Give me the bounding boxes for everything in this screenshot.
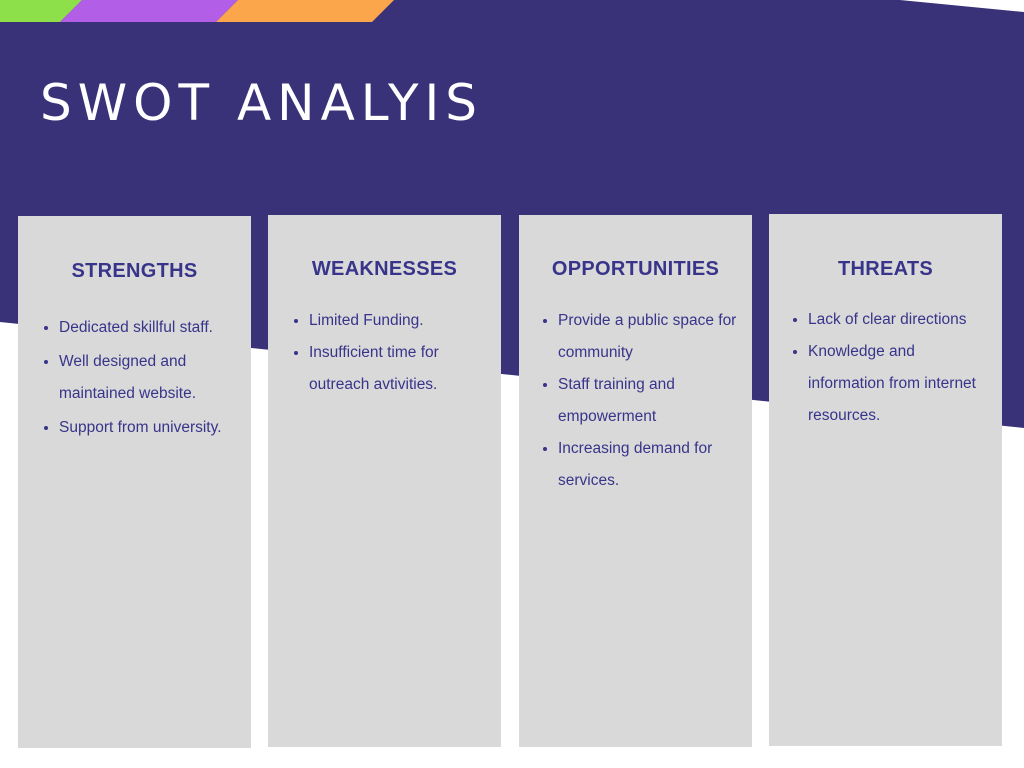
- card-list: Limited Funding. Insufficient time for o…: [286, 305, 497, 401]
- stripe-purple: [60, 0, 238, 22]
- card-heading: WEAKNESSES: [311, 258, 458, 280]
- stripe-green: [0, 0, 82, 22]
- list-item: Lack of clear directions: [808, 304, 992, 336]
- card-heading: OPPORTUNITIES: [551, 258, 720, 280]
- card-strengths: STRENGTHS Dedicated skillful staff. Well…: [18, 216, 251, 748]
- page-title: SWOT ANALYIS: [40, 74, 484, 132]
- card-list: Lack of clear directions Knowledge and i…: [785, 304, 992, 432]
- card-weaknesses: WEAKNESSES Limited Funding. Insufficient…: [268, 215, 501, 747]
- card-heading: STRENGTHS: [71, 260, 198, 282]
- list-item: Provide a public space for community: [558, 305, 742, 369]
- list-item: Well designed and maintained website.: [59, 346, 247, 410]
- card-opportunities: OPPORTUNITIES Provide a public space for…: [519, 215, 752, 747]
- card-threats: THREATS Lack of clear directions Knowled…: [769, 214, 1002, 746]
- stripe-orange: [216, 0, 394, 22]
- list-item: Staff training and empowerment: [558, 369, 742, 433]
- card-heading: THREATS: [837, 258, 934, 280]
- list-item: Support from university.: [59, 412, 247, 444]
- white-corner-notch: [900, 0, 1024, 12]
- card-list: Dedicated skillful staff. Well designed …: [36, 312, 247, 446]
- list-item: Increasing demand for services.: [558, 433, 742, 497]
- list-item: Insufficient time for outreach avtivitie…: [309, 337, 497, 401]
- list-item: Knowledge and information from internet …: [808, 336, 992, 432]
- header-band: [0, 0, 1024, 428]
- list-item: Dedicated skillful staff.: [59, 312, 247, 344]
- list-item: Limited Funding.: [309, 305, 497, 337]
- card-list: Provide a public space for community Sta…: [535, 305, 742, 497]
